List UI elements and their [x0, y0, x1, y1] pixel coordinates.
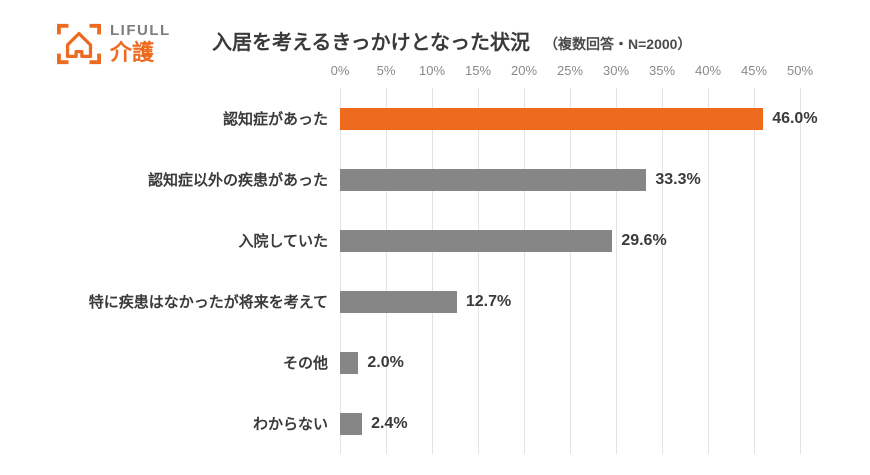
bar-track: 33.3%: [340, 168, 870, 191]
bar-track: 29.6%: [340, 229, 870, 252]
x-axis-tick-label: 5%: [376, 63, 396, 78]
bar: [340, 351, 359, 374]
chart-note: （複数回答・N=2000）: [544, 36, 692, 52]
bar-row: わからない 2.4%: [0, 393, 870, 454]
x-axis-tick-label: 50%: [786, 63, 814, 78]
value-label: 12.7%: [465, 292, 512, 310]
value-label: 2.0%: [367, 353, 404, 371]
gridline: [800, 88, 801, 454]
gridline: [386, 88, 387, 454]
value-label: 46.0%: [772, 109, 818, 127]
chart-header: 入居を考えるきっかけとなった状況 （複数回答・N=2000）: [212, 26, 691, 55]
value-label: 2.4%: [371, 414, 408, 432]
x-axis-tick-label: 25%: [556, 63, 584, 78]
bar-row: 認知症以外の疾患があった 33.3%: [0, 149, 870, 210]
bar-track: 12.7%: [340, 290, 870, 313]
x-axis-tick-label: 45%: [740, 63, 768, 78]
bar-track: 2.0%: [340, 351, 870, 374]
bar-track: 46.0%: [340, 107, 870, 130]
bar-row: その他 2.0%: [0, 332, 870, 393]
value-label: 33.3%: [655, 170, 701, 188]
gridline: [432, 88, 433, 454]
bar: [340, 168, 647, 191]
gridline: [524, 88, 525, 454]
chart-title: 入居を考えるきっかけとなった状況: [212, 32, 530, 54]
bar-track: 2.4%: [340, 412, 870, 435]
value-label: 29.6%: [621, 231, 667, 249]
x-axis-tick-label: 30%: [602, 63, 630, 78]
category-label: 認知症があった: [222, 111, 328, 128]
x-axis-tick-label: 20%: [510, 63, 538, 78]
bar-row: 認知症があった 46.0%: [0, 88, 870, 149]
gridline: [616, 88, 617, 454]
house-logo-icon: [56, 22, 102, 66]
bar: [340, 290, 457, 313]
x-axis-tick-label: 10%: [418, 63, 446, 78]
gridlines-layer: [340, 88, 802, 454]
bar-row: 特に疾患はなかったが将来を考えて 12.7%: [0, 271, 870, 332]
bar-rows: 認知症があった 46.0% 認知症以外の疾患があった 33.3% 入院していた 29.6%…: [0, 88, 870, 454]
gridline: [340, 88, 341, 454]
x-axis-tick-label: 35%: [648, 63, 676, 78]
category-label: 特に疾患はなかったが将来を考えて: [88, 294, 328, 311]
category-label: わからない: [252, 416, 328, 433]
bar: [340, 229, 613, 252]
x-axis-tick-label: 0%: [330, 63, 350, 78]
category-label: 入院していた: [238, 233, 328, 250]
lifull-kaigo-logo: LIFULL 介護: [56, 22, 171, 66]
gridline: [754, 88, 755, 454]
category-label: 認知症以外の疾患があった: [147, 172, 328, 189]
gridline: [478, 88, 479, 454]
x-axis-tick-label: 40%: [694, 63, 722, 78]
logo-brand-label: LIFULL: [110, 22, 171, 40]
gridline: [662, 88, 663, 454]
logo-service-label: 介護: [110, 39, 155, 65]
bar-row: 入院していた 29.6%: [0, 210, 870, 271]
gridline: [708, 88, 709, 454]
bar: [340, 107, 764, 130]
x-axis: 0% 5% 10% 15% 20% 25% 30% 35% 40% 45% 50%: [331, 63, 813, 81]
category-label: その他: [282, 355, 328, 372]
x-axis-tick-label: 15%: [464, 63, 492, 78]
gridline: [570, 88, 571, 454]
logo-text: LIFULL 介護: [110, 23, 171, 65]
bar: [340, 412, 363, 435]
